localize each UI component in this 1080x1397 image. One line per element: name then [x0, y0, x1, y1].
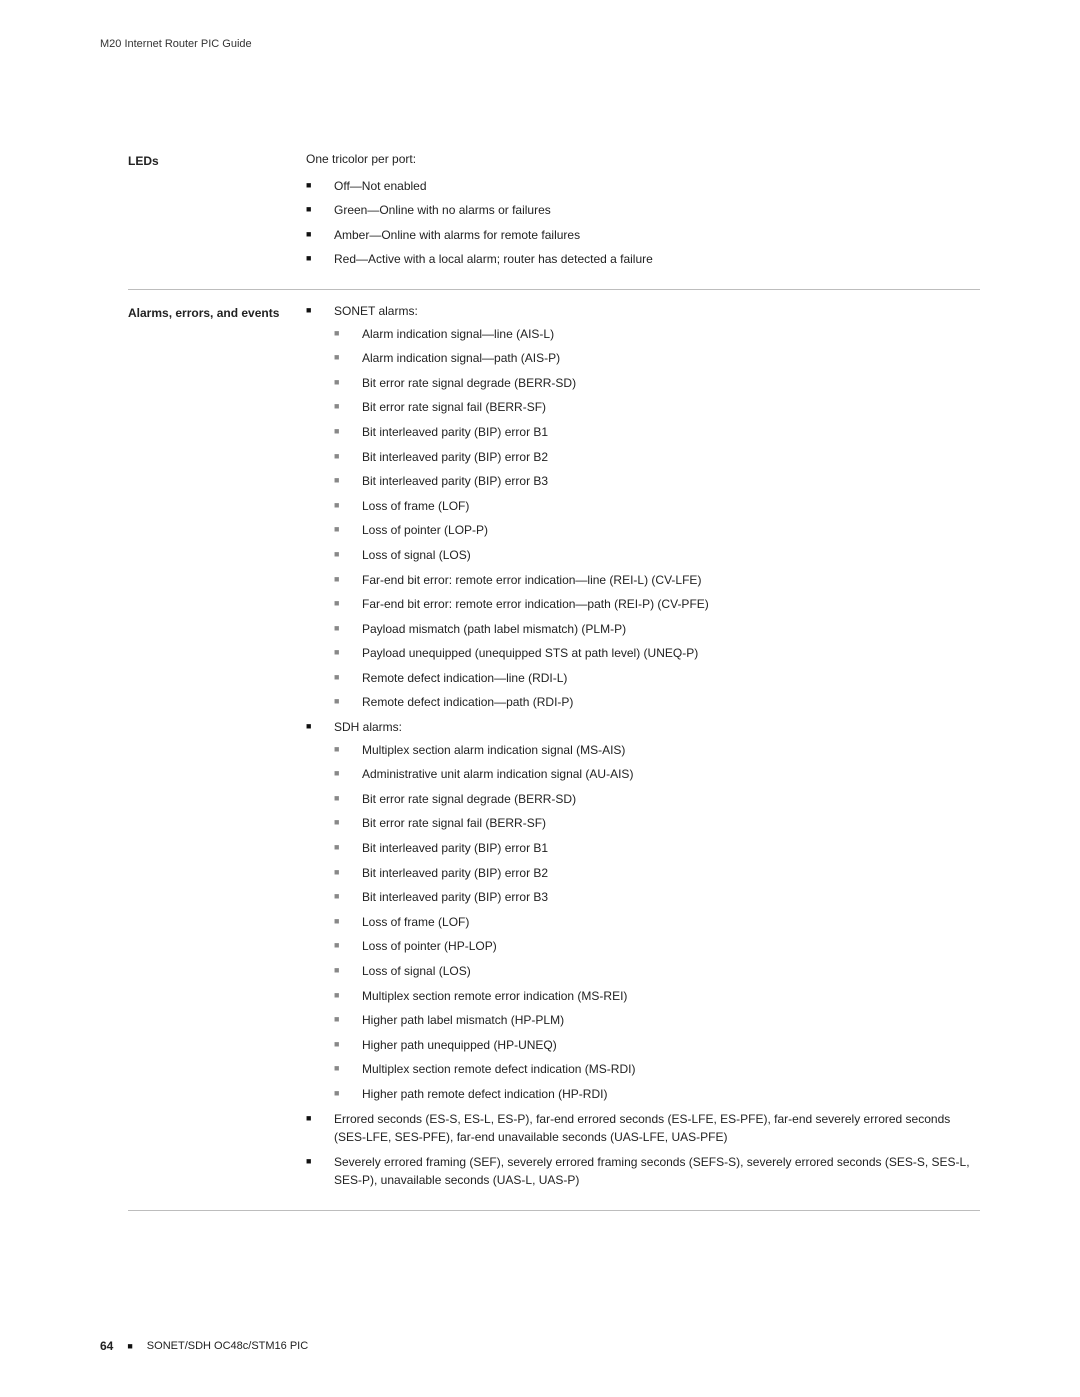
- alarm-group-errored-seconds: Errored seconds (ES-S, ES-L, ES-P), far-…: [306, 1110, 980, 1147]
- section-leds: LEDs One tricolor per port: Off—Not enab…: [128, 150, 980, 290]
- sub-text: Loss of frame (LOF): [362, 915, 469, 929]
- sub-item: Bit interleaved parity (BIP) error B1: [334, 839, 980, 858]
- sub-item: Bit interleaved parity (BIP) error B3: [334, 472, 980, 491]
- sub-text: Loss of frame (LOF): [362, 499, 469, 513]
- sub-item: Alarm indication signal—path (AIS-P): [334, 349, 980, 368]
- sub-text: Higher path label mismatch (HP-PLM): [362, 1013, 564, 1027]
- sub-text: Bit error rate signal degrade (BERR-SD): [362, 792, 576, 806]
- alarm-group-sef: Severely errored framing (SEF), severely…: [306, 1153, 980, 1190]
- sub-text: Payload mismatch (path label mismatch) (…: [362, 622, 626, 636]
- sub-text: Administrative unit alarm indication sig…: [362, 767, 633, 781]
- sub-text: Far-end bit error: remote error indicati…: [362, 573, 701, 587]
- sub-item: Loss of frame (LOF): [334, 913, 980, 932]
- page-content: LEDs One tricolor per port: Off—Not enab…: [100, 150, 980, 1211]
- sub-text: Far-end bit error: remote error indicati…: [362, 597, 709, 611]
- sub-text: Remote defect indication—line (RDI-L): [362, 671, 567, 685]
- sub-text: Payload unequipped (unequipped STS at pa…: [362, 646, 698, 660]
- sub-item: Bit error rate signal fail (BERR-SF): [334, 814, 980, 833]
- sub-text: Loss of signal (LOS): [362, 548, 471, 562]
- sub-item: Bit error rate signal degrade (BERR-SD): [334, 374, 980, 393]
- sub-item: Alarm indication signal—line (AIS-L): [334, 325, 980, 344]
- item-text: Red—Active with a local alarm; router ha…: [334, 252, 653, 266]
- list-item: Red—Active with a local alarm; router ha…: [306, 250, 980, 269]
- sub-text: Bit interleaved parity (BIP) error B2: [362, 866, 548, 880]
- sub-item: Loss of frame (LOF): [334, 497, 980, 516]
- footer-separator-icon: ■: [127, 1341, 132, 1351]
- sub-text: Bit interleaved parity (BIP) error B3: [362, 890, 548, 904]
- item-text: Green—Online with no alarms or failures: [334, 203, 551, 217]
- sub-item: Higher path unequipped (HP-UNEQ): [334, 1036, 980, 1055]
- sub-item: Multiplex section alarm indication signa…: [334, 741, 980, 760]
- section-alarms: Alarms, errors, and events SONET alarms:…: [128, 302, 980, 1211]
- sub-item: Bit interleaved parity (BIP) error B2: [334, 448, 980, 467]
- sub-item: Bit interleaved parity (BIP) error B2: [334, 864, 980, 883]
- section-body-alarms: SONET alarms: Alarm indication signal—li…: [306, 302, 980, 1196]
- sub-text: Bit interleaved parity (BIP) error B2: [362, 450, 548, 464]
- sub-item: Payload unequipped (unequipped STS at pa…: [334, 644, 980, 663]
- sub-item: Remote defect indication—line (RDI-L): [334, 669, 980, 688]
- sub-item: Multiplex section remote defect indicati…: [334, 1060, 980, 1079]
- alarm-group-sdh: SDH alarms: Multiplex section alarm indi…: [306, 718, 980, 1104]
- sub-text: Multiplex section alarm indication signa…: [362, 743, 625, 757]
- list-item: Amber—Online with alarms for remote fail…: [306, 226, 980, 245]
- sub-text: Bit interleaved parity (BIP) error B1: [362, 425, 548, 439]
- sub-item: Far-end bit error: remote error indicati…: [334, 571, 980, 590]
- sub-item: Bit error rate signal fail (BERR-SF): [334, 398, 980, 417]
- sub-item: Loss of signal (LOS): [334, 546, 980, 565]
- sub-text: Bit interleaved parity (BIP) error B3: [362, 474, 548, 488]
- sub-text: Bit error rate signal fail (BERR-SF): [362, 816, 546, 830]
- sub-text: Higher path remote defect indication (HP…: [362, 1087, 607, 1101]
- section-label-alarms: Alarms, errors, and events: [128, 302, 306, 1196]
- sdh-sublist: Multiplex section alarm indication signa…: [334, 741, 980, 1104]
- sub-item: Higher path label mismatch (HP-PLM): [334, 1011, 980, 1030]
- sub-text: Loss of pointer (HP-LOP): [362, 939, 497, 953]
- sub-item: Bit interleaved parity (BIP) error B1: [334, 423, 980, 442]
- sub-text: Bit interleaved parity (BIP) error B1: [362, 841, 548, 855]
- sub-item: Far-end bit error: remote error indicati…: [334, 595, 980, 614]
- sub-text: Loss of pointer (LOP-P): [362, 523, 488, 537]
- sub-item: Loss of pointer (LOP-P): [334, 521, 980, 540]
- page-number: 64: [100, 1339, 113, 1353]
- sub-item: Multiplex section remote error indicatio…: [334, 987, 980, 1006]
- section-label-leds: LEDs: [128, 150, 306, 275]
- sub-item: Loss of pointer (HP-LOP): [334, 937, 980, 956]
- leds-intro: One tricolor per port:: [306, 150, 980, 169]
- sub-item: Loss of signal (LOS): [334, 962, 980, 981]
- sub-text: Bit error rate signal degrade (BERR-SD): [362, 376, 576, 390]
- footer-title: SONET/SDH OC48c/STM16 PIC: [147, 1340, 308, 1352]
- sub-item: Bit interleaved parity (BIP) error B3: [334, 888, 980, 907]
- sub-item: Payload mismatch (path label mismatch) (…: [334, 620, 980, 639]
- item-text: Amber—Online with alarms for remote fail…: [334, 228, 580, 242]
- sub-text: Loss of signal (LOS): [362, 964, 471, 978]
- alarm-group-sonet: SONET alarms: Alarm indication signal—li…: [306, 302, 980, 712]
- sub-item: Higher path remote defect indication (HP…: [334, 1085, 980, 1104]
- sub-item: Remote defect indication—path (RDI-P): [334, 693, 980, 712]
- group-heading: Errored seconds (ES-S, ES-L, ES-P), far-…: [334, 1112, 950, 1145]
- sub-text: Higher path unequipped (HP-UNEQ): [362, 1038, 557, 1052]
- sub-text: Multiplex section remote defect indicati…: [362, 1062, 635, 1076]
- list-item: Green—Online with no alarms or failures: [306, 201, 980, 220]
- sub-text: Alarm indication signal—path (AIS-P): [362, 351, 560, 365]
- sub-text: Alarm indication signal—line (AIS-L): [362, 327, 554, 341]
- group-heading: Severely errored framing (SEF), severely…: [334, 1155, 970, 1188]
- item-text: Off—Not enabled: [334, 179, 427, 193]
- list-item: Off—Not enabled: [306, 177, 980, 196]
- leds-list: Off—Not enabled Green—Online with no ala…: [306, 177, 980, 269]
- alarms-list: SONET alarms: Alarm indication signal—li…: [306, 302, 980, 1190]
- group-heading: SDH alarms:: [334, 720, 402, 734]
- page-footer: 64 ■ SONET/SDH OC48c/STM16 PIC: [100, 1339, 308, 1353]
- sub-text: Multiplex section remote error indicatio…: [362, 989, 627, 1003]
- sub-item: Administrative unit alarm indication sig…: [334, 765, 980, 784]
- sub-text: Remote defect indication—path (RDI-P): [362, 695, 573, 709]
- page-header: M20 Internet Router PIC Guide: [100, 38, 980, 50]
- sub-item: Bit error rate signal degrade (BERR-SD): [334, 790, 980, 809]
- sonet-sublist: Alarm indication signal—line (AIS-L) Ala…: [334, 325, 980, 713]
- section-body-leds: One tricolor per port: Off—Not enabled G…: [306, 150, 980, 275]
- group-heading: SONET alarms:: [334, 304, 418, 318]
- sub-text: Bit error rate signal fail (BERR-SF): [362, 400, 546, 414]
